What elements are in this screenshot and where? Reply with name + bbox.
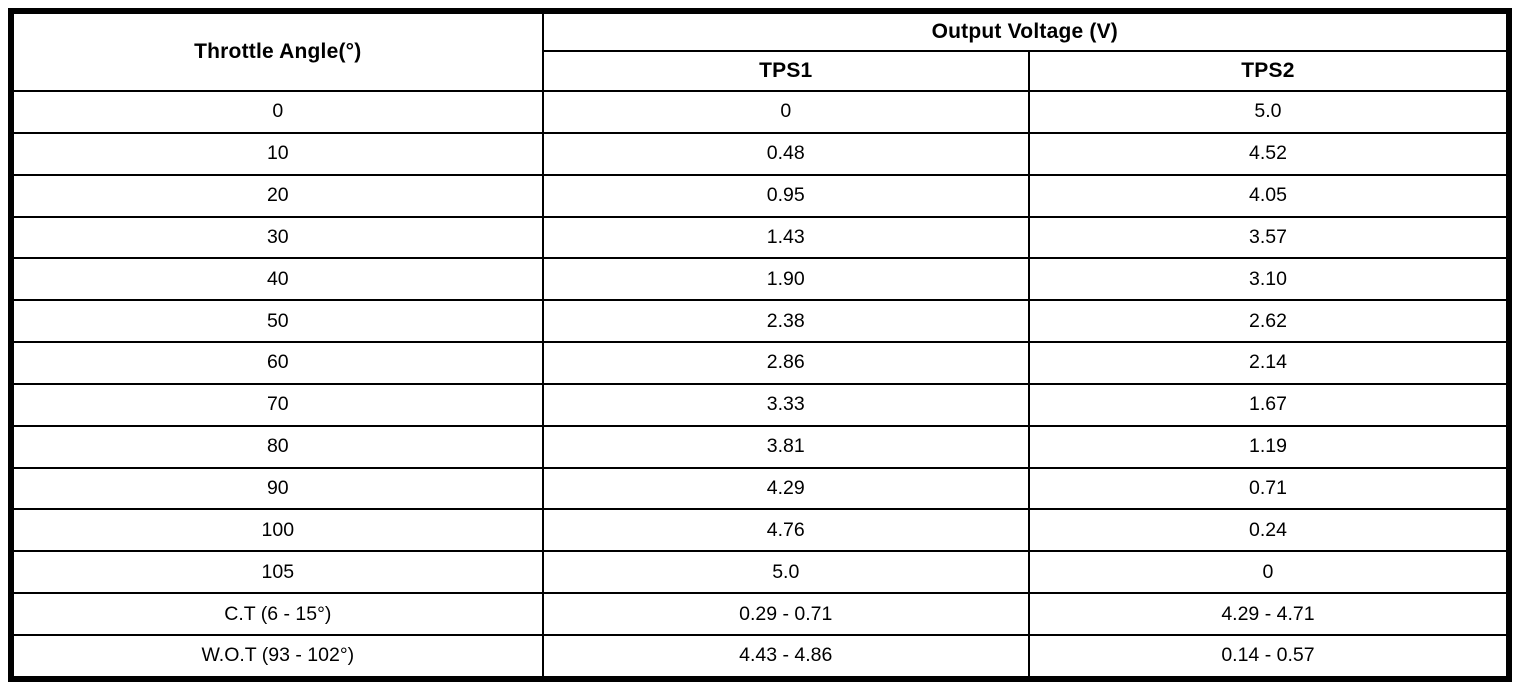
header-group-row: Throttle Angle(°) Output Voltage (V) xyxy=(12,12,1509,92)
table-row: 50 2.38 2.62 xyxy=(12,299,1509,344)
cell-tps1: 3.81 xyxy=(541,424,1030,469)
table-row: 10 0.48 4.52 xyxy=(12,131,1509,176)
cell-angle: W.O.T (93 - 102°) xyxy=(12,633,544,679)
cell-tps2: 0.14 - 0.57 xyxy=(1027,633,1509,679)
cell-tps2: 1.19 xyxy=(1027,424,1509,469)
cell-tps2: 3.57 xyxy=(1027,215,1509,260)
output-voltage-group-header: Output Voltage (V) xyxy=(541,12,1509,52)
cell-tps1: 0 xyxy=(541,90,1030,134)
table-row: 80 3.81 1.19 xyxy=(12,424,1509,469)
table-row: 20 0.95 4.05 xyxy=(12,173,1509,218)
table-row: 105 5.0 0 xyxy=(12,550,1509,595)
cell-tps1: 1.43 xyxy=(541,215,1030,260)
cell-tps1: 0.95 xyxy=(541,173,1030,218)
table-row: 70 3.33 1.67 xyxy=(12,382,1509,427)
table-body: 0 0 5.0 10 0.48 4.52 20 0.95 4.05 30 1.4… xyxy=(12,90,1509,679)
table-row: 90 4.29 0.71 xyxy=(12,466,1509,511)
throttle-angle-header: Throttle Angle(°) xyxy=(12,12,544,92)
cell-angle: 100 xyxy=(12,508,544,553)
cell-tps1: 4.76 xyxy=(541,508,1030,553)
cell-tps1: 4.29 xyxy=(541,466,1030,511)
tps-voltage-table-frame: Throttle Angle(°) Output Voltage (V) TPS… xyxy=(8,8,1512,682)
cell-tps2: 4.29 - 4.71 xyxy=(1027,592,1509,636)
header-sub-row: TPS1 TPS2 xyxy=(13,50,1509,92)
cell-angle: 30 xyxy=(12,215,544,260)
cell-angle: 10 xyxy=(12,131,544,176)
tps-voltage-table: Throttle Angle(°) Output Voltage (V) TPS… xyxy=(12,12,1509,679)
cell-tps1: 2.86 xyxy=(541,341,1030,385)
tps2-header: TPS2 xyxy=(1027,50,1509,92)
cell-tps2: 4.52 xyxy=(1027,131,1509,176)
cell-angle: 40 xyxy=(12,257,544,302)
table-row: 40 1.90 3.10 xyxy=(12,257,1509,302)
cell-tps2: 5.0 xyxy=(1027,90,1509,134)
cell-tps1: 1.90 xyxy=(541,257,1030,302)
table-row-wide-open-throttle: W.O.T (93 - 102°) 4.43 - 4.86 0.14 - 0.5… xyxy=(12,633,1509,679)
cell-tps1: 0.29 - 0.71 xyxy=(541,592,1030,636)
table-row-closed-throttle: C.T (6 - 15°) 0.29 - 0.71 4.29 - 4.71 xyxy=(12,592,1509,636)
cell-tps1: 5.0 xyxy=(541,550,1030,595)
cell-angle: 60 xyxy=(12,341,544,385)
cell-tps2: 0.24 xyxy=(1027,508,1509,553)
cell-angle: 50 xyxy=(12,299,544,344)
cell-angle: 105 xyxy=(12,550,544,595)
cell-angle: C.T (6 - 15°) xyxy=(12,592,544,636)
table-row: 30 1.43 3.57 xyxy=(12,215,1509,260)
cell-tps1: 2.38 xyxy=(541,299,1030,344)
tps1-header: TPS1 xyxy=(541,50,1030,92)
cell-tps2: 4.05 xyxy=(1027,173,1509,218)
cell-tps1: 3.33 xyxy=(541,382,1030,427)
cell-tps2: 3.10 xyxy=(1027,257,1509,302)
cell-angle: 90 xyxy=(12,466,544,511)
cell-tps2: 0 xyxy=(1027,550,1509,595)
cell-tps2: 1.67 xyxy=(1027,382,1509,427)
cell-angle: 80 xyxy=(12,424,544,469)
cell-angle: 70 xyxy=(12,382,544,427)
cell-tps2: 2.62 xyxy=(1027,299,1509,344)
table-header: Throttle Angle(°) Output Voltage (V) TPS… xyxy=(12,12,1509,92)
cell-tps2: 0.71 xyxy=(1027,466,1509,511)
table-row: 0 0 5.0 xyxy=(12,90,1509,134)
cell-tps1: 0.48 xyxy=(541,131,1030,176)
table-row: 100 4.76 0.24 xyxy=(12,508,1509,553)
cell-angle: 0 xyxy=(12,90,544,134)
cell-tps2: 2.14 xyxy=(1027,341,1509,385)
cell-tps1: 4.43 - 4.86 xyxy=(541,633,1030,679)
table-row: 60 2.86 2.14 xyxy=(12,341,1509,385)
cell-angle: 20 xyxy=(12,173,544,218)
